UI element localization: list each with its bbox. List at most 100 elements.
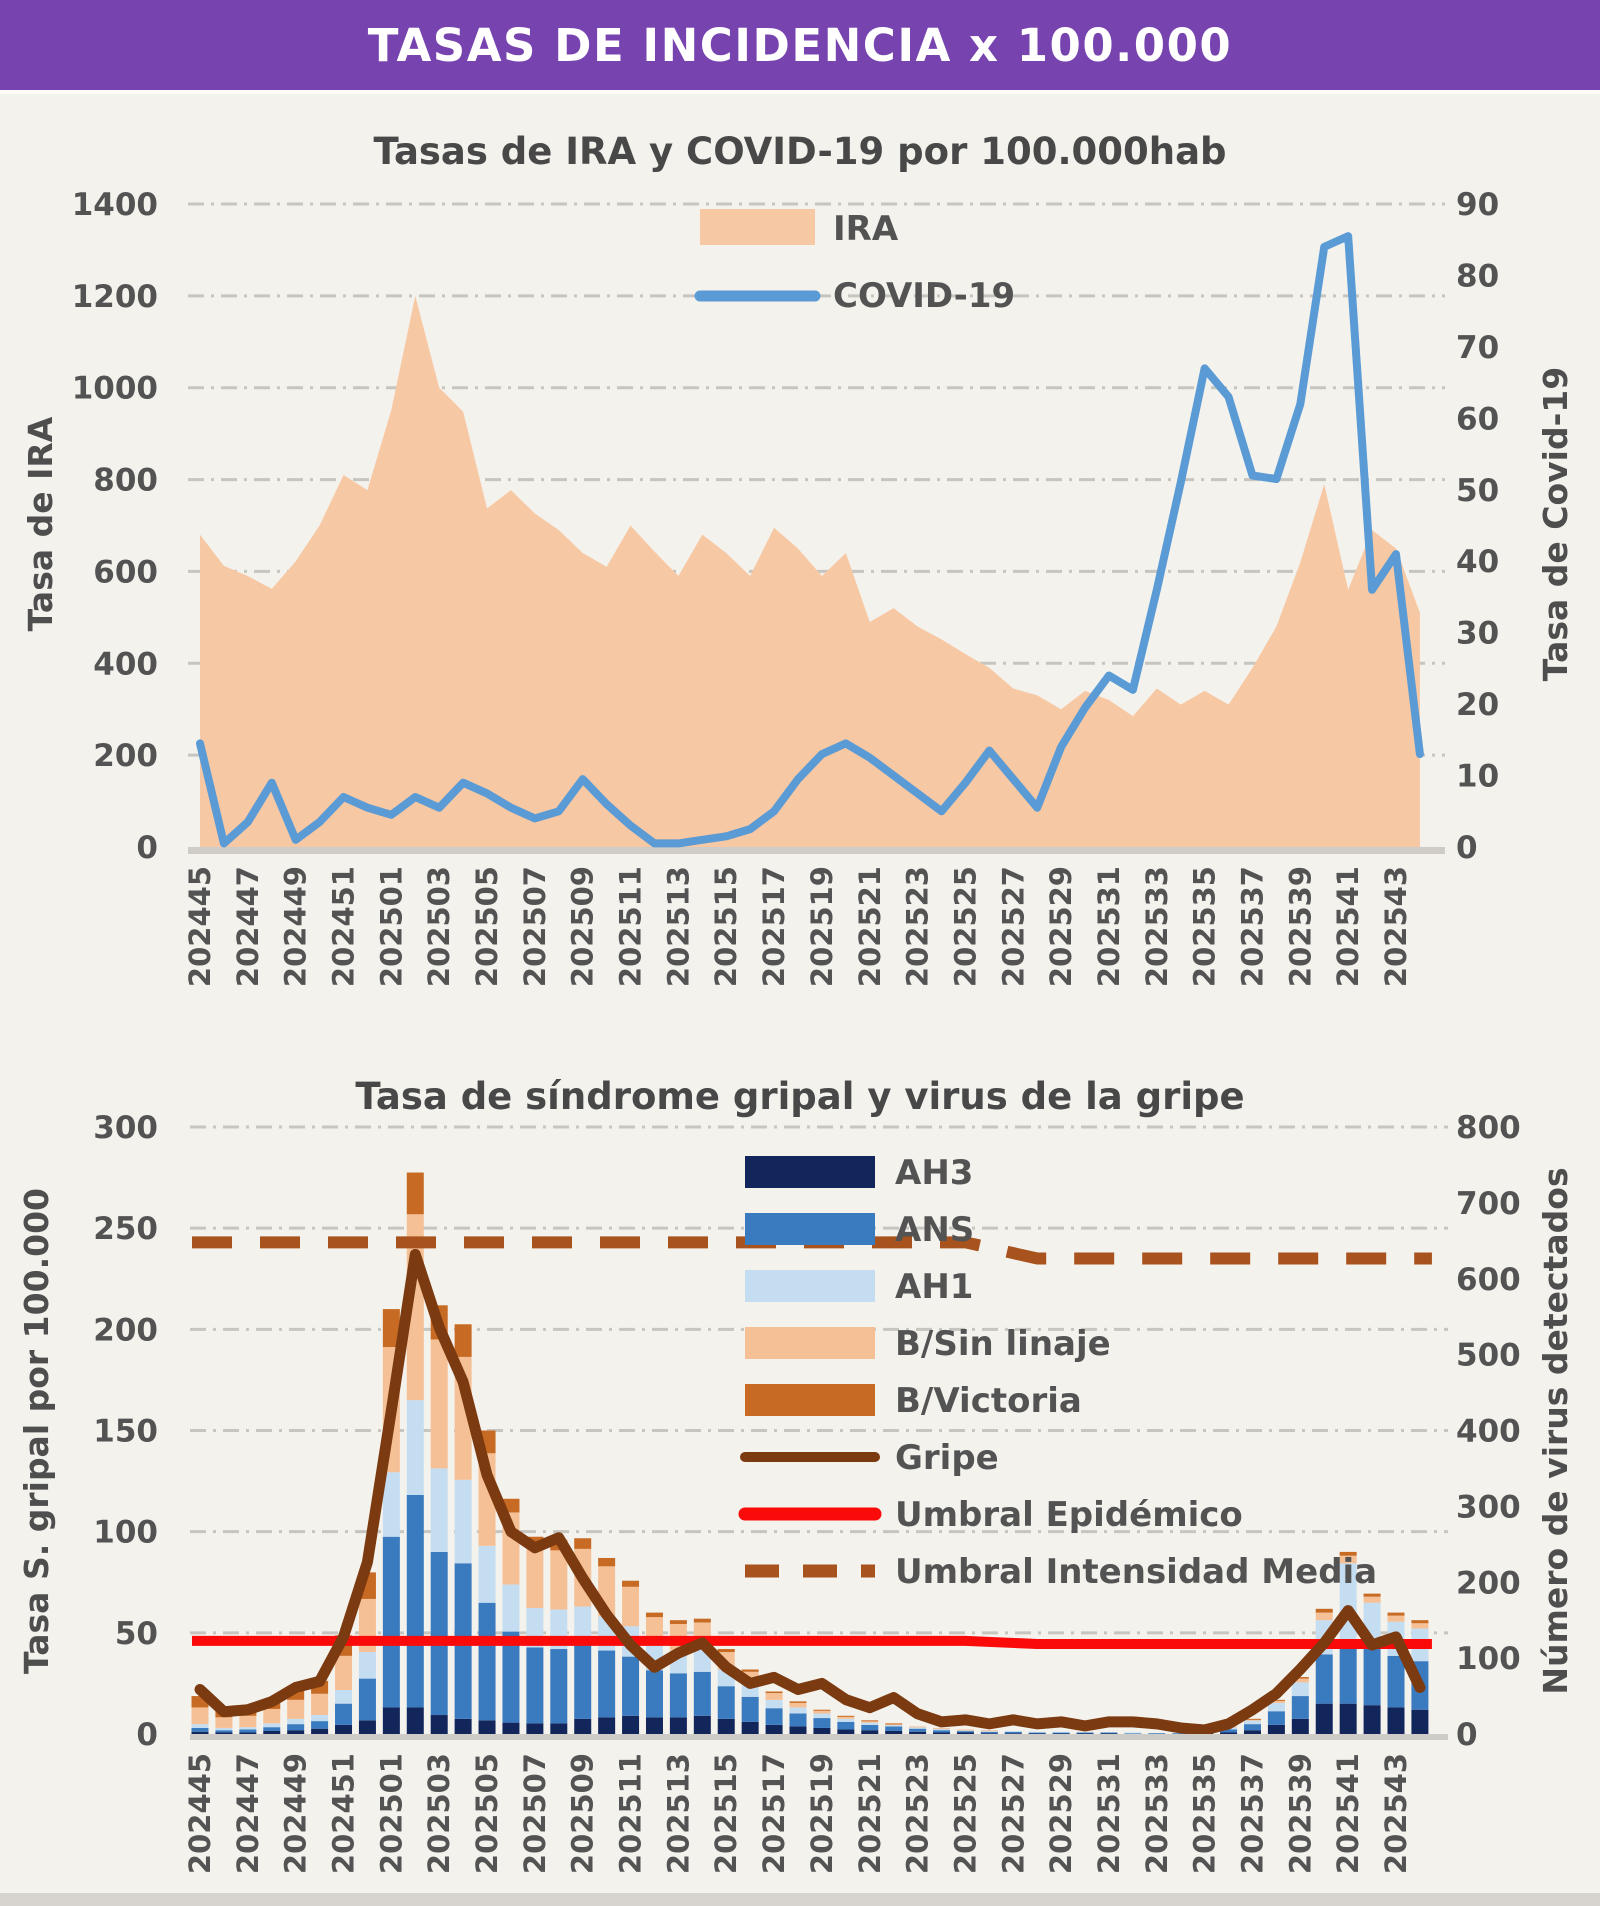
- right-axis-tick-label: 80: [1456, 258, 1499, 294]
- bar-segment-b-sin-linaje: [311, 1693, 329, 1716]
- bar-segment-b-sin-linaje: [622, 1586, 640, 1627]
- bar-segment-ans: [765, 1708, 783, 1725]
- bar-segment-ah3: [311, 1728, 329, 1734]
- bar-segment-b-sin-linaje: [933, 1727, 951, 1729]
- right-axis-tick-label: 10: [1456, 759, 1499, 795]
- bar-segment-ah3: [1028, 1733, 1046, 1735]
- bar-segment-ah3: [574, 1718, 592, 1734]
- x-tick-label: 202533: [1140, 1753, 1174, 1874]
- bar-segment-b-sin-linaje: [526, 1547, 544, 1609]
- bar-segment-ah3: [885, 1730, 903, 1734]
- bar-segment-b-victoria: [406, 1172, 424, 1215]
- line-series-gripe: [194, 1248, 1426, 1736]
- bar-segment-b-sin-linaje: [909, 1726, 927, 1728]
- bar-segment-ans: [861, 1724, 879, 1731]
- bar-segment-ans: [287, 1724, 305, 1731]
- bar-segment-b-victoria: [741, 1669, 759, 1672]
- bar-segment-b-victoria: [789, 1701, 807, 1703]
- bar-segment-ans: [741, 1696, 759, 1722]
- bar-segment-ah3: [1363, 1705, 1381, 1734]
- bar-segment-b-victoria: [1387, 1612, 1405, 1616]
- x-tick-label: 202449: [279, 1753, 313, 1874]
- bar-segment-ah3: [837, 1729, 855, 1734]
- bar-segment-ah3: [622, 1715, 640, 1734]
- bar-segment-ah1: [1004, 1730, 1022, 1732]
- legend-label-covid: COVID-19: [833, 276, 1015, 316]
- bar-segment-b-sin-linaje: [837, 1716, 855, 1719]
- bar-segment-b-victoria: [191, 1696, 209, 1708]
- bar-segment-ah3: [789, 1726, 807, 1734]
- bar-segment-ans: [789, 1713, 807, 1727]
- left-axis-tick-label: 400: [93, 646, 158, 682]
- bar-segment-ah3: [1267, 1724, 1285, 1734]
- bar-segment-b-sin-linaje: [813, 1710, 831, 1714]
- bar-segment-b-sin-linaje: [1387, 1615, 1405, 1622]
- bar-segment-ah3: [1291, 1718, 1309, 1734]
- bar-segment-b-sin-linaje: [550, 1550, 568, 1610]
- bar-segment-b-sin-linaje: [885, 1724, 903, 1726]
- bar-segment-b-victoria: [287, 1688, 305, 1700]
- x-tick-label: 202539: [1283, 866, 1317, 987]
- bar-segment-ans: [430, 1551, 448, 1716]
- left-axis-tick-label: 200: [93, 738, 158, 774]
- page-header: TASAS DE INCIDENCIA x 100.000: [0, 0, 1600, 94]
- bar-segment-b-sin-linaje: [239, 1715, 257, 1728]
- right-axis-tick-label: 500: [1456, 1338, 1521, 1374]
- bar-segment-ans: [837, 1721, 855, 1730]
- x-tick-label: 202511: [614, 1753, 648, 1874]
- legend-label-umbral-intensidad-media: Umbral Intensidad Media: [895, 1552, 1377, 1592]
- bar-segment-ans: [406, 1494, 424, 1708]
- bar-segment-ah1: [406, 1400, 424, 1495]
- bar-segment-ah1: [1124, 1732, 1142, 1734]
- x-tick-label: 202543: [1379, 866, 1413, 987]
- covid-line-series: [196, 232, 1424, 848]
- bar-segment-b-sin-linaje: [430, 1339, 448, 1469]
- bar-segment-ah3: [1076, 1733, 1094, 1735]
- bar-segment-b-victoria: [598, 1557, 616, 1567]
- gripal-chart-title: Tasa de síndrome gripal y virus de la gr…: [355, 1075, 1244, 1118]
- left-axis-tick-label: 150: [93, 1414, 158, 1450]
- bar-segment-ah1: [861, 1722, 879, 1725]
- x-tick-label: 202445: [183, 866, 217, 987]
- bar-segment-ah3: [1243, 1730, 1261, 1734]
- bar-segment-ah1: [1028, 1731, 1046, 1733]
- right-axis-tick-label: 400: [1456, 1414, 1521, 1450]
- right-axis-tick-label: 100: [1456, 1641, 1521, 1677]
- bar-segment-ah1: [311, 1715, 329, 1722]
- bar-segment-ah3: [645, 1717, 663, 1734]
- bar-segment-b-sin-linaje: [765, 1693, 783, 1700]
- right-axis-tick-label: 200: [1456, 1565, 1521, 1601]
- x-tick-label: 202527: [996, 866, 1030, 987]
- right-axis-title-covid: Tasa de Covid-19: [1536, 367, 1575, 681]
- bar-segment-ah1: [1052, 1731, 1070, 1733]
- x-tick-label: 202515: [709, 866, 743, 987]
- bar-segment-b-sin-linaje: [215, 1717, 233, 1728]
- gripal-plot-area: 0 50 100 150 200 250 300 0 100 200 300 400 500 600 700…: [93, 1110, 1520, 1874]
- bar-segment-ans: [335, 1703, 353, 1725]
- bar-segment-ans: [358, 1678, 376, 1721]
- legend-label-b-sin-linaje: B/Sin linaje: [895, 1324, 1111, 1364]
- x-tick-label: 202531: [1092, 1753, 1126, 1874]
- bar-segment-ah3: [909, 1731, 927, 1734]
- bar-segment-ans: [885, 1726, 903, 1731]
- bar-segment-ah3: [693, 1715, 711, 1734]
- x-tick-label: 202543: [1379, 1753, 1413, 1874]
- bar-segment-ah3: [215, 1732, 233, 1734]
- right-axis-tick-label: 90: [1456, 187, 1499, 223]
- right-axis-tick-label: 0: [1456, 830, 1478, 866]
- bar-segment-b-victoria: [1291, 1677, 1309, 1679]
- bar-segment-ah3: [382, 1707, 400, 1734]
- x-tick-label: 202535: [1188, 866, 1222, 987]
- left-axis-tick-label: 600: [93, 554, 158, 590]
- left-axis-tick-label: 50: [115, 1616, 158, 1652]
- footer-strip: [0, 1893, 1600, 1906]
- page-title: TASAS DE INCIDENCIA x 100.000: [367, 18, 1233, 72]
- bar-segment-ah1: [909, 1727, 927, 1729]
- bar-segment-ah1: [837, 1718, 855, 1722]
- x-tick-label: 202537: [1235, 866, 1269, 987]
- x-tick-label: 202525: [948, 1753, 982, 1874]
- bar-segment-ans: [813, 1718, 831, 1728]
- bar-segment-ah1: [980, 1730, 998, 1732]
- bar-segment-ah1: [933, 1728, 951, 1731]
- bar-segment-ans: [645, 1670, 663, 1718]
